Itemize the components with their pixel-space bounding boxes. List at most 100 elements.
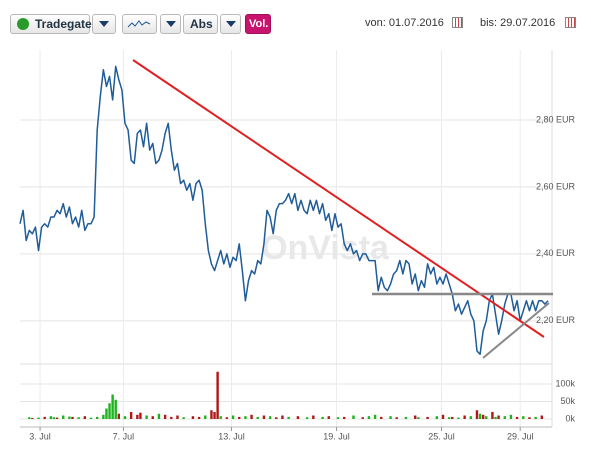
volume-bar <box>95 416 99 419</box>
volume-bar <box>478 413 482 419</box>
volume-bar <box>83 416 87 419</box>
volume-bar <box>163 414 167 419</box>
volume-bar <box>68 416 71 419</box>
volume-bar <box>281 415 284 419</box>
volume-bar <box>463 415 466 419</box>
date-to: bis: 29.07.2016 <box>480 17 556 29</box>
volume-bar <box>262 415 266 419</box>
calendar-icon[interactable] <box>565 17 576 28</box>
volume-bar <box>321 416 324 419</box>
volume-bar <box>296 416 300 419</box>
scale-label: Abs <box>190 17 213 31</box>
volume-bar <box>469 416 473 419</box>
x-tick-label: 19. Jul <box>323 431 350 441</box>
volume-bar <box>305 417 309 419</box>
volume-label: Vol. <box>249 18 269 30</box>
exchange-label: Tradegate <box>35 17 92 31</box>
y-tick-label: 50k <box>560 396 575 406</box>
volume-bar <box>528 417 531 419</box>
volume-bar <box>129 412 133 419</box>
exchange-select[interactable]: Tradegate <box>10 14 92 34</box>
volume-bar <box>111 394 114 419</box>
volume-bar <box>213 412 216 419</box>
scale-button[interactable]: Abs <box>183 14 218 34</box>
volume-bar <box>216 371 219 419</box>
chart-type-button[interactable] <box>122 14 157 34</box>
volume-bar <box>256 416 259 419</box>
volume-bar <box>509 414 513 419</box>
volume-bar <box>312 415 315 419</box>
volume-bar <box>108 403 111 419</box>
volume-bar <box>197 416 201 419</box>
volume-bar <box>31 417 34 419</box>
x-tick-label: 13. Jul <box>218 431 245 441</box>
volume-bar <box>244 416 247 419</box>
volume-bar <box>327 416 330 419</box>
volume-bar <box>102 414 105 419</box>
volume-bar <box>52 417 56 419</box>
x-tick-label: 29. Jul <box>507 431 534 441</box>
x-tick-label: 25. Jul <box>428 431 455 441</box>
y-tick-label: 100k <box>555 378 575 388</box>
volume-bar <box>389 416 392 419</box>
y-tick-label: 2,80 EUR <box>536 114 576 124</box>
volume-bar <box>515 416 519 419</box>
dropdown[interactable] <box>160 14 181 34</box>
volume-bar <box>426 416 429 419</box>
volume-bar <box>343 416 346 419</box>
volume-bar <box>139 412 142 419</box>
y-tick-label: 2,40 EUR <box>536 248 576 258</box>
y-tick-label: 0k <box>565 413 575 423</box>
volume-button[interactable]: Vol. <box>245 14 271 34</box>
volume-bar <box>114 399 117 419</box>
volume-bar <box>268 416 272 419</box>
date-from: von: 01.07.2016 <box>365 17 444 29</box>
price-line <box>19 65 549 356</box>
volume-bar <box>361 417 364 419</box>
volume-bar <box>475 410 479 419</box>
volume-bar <box>136 414 139 419</box>
calendar-icon[interactable] <box>452 17 463 28</box>
volume-bar <box>250 414 253 419</box>
volume-bar <box>352 415 355 419</box>
volume-bar <box>182 417 185 419</box>
volume-bar <box>77 417 80 419</box>
dropdown[interactable] <box>220 14 241 34</box>
volume-bar <box>534 416 537 419</box>
volume-bar <box>451 416 454 419</box>
dropdown[interactable] <box>92 14 116 34</box>
volume-bar <box>485 416 488 419</box>
volume-bar <box>210 410 213 419</box>
volume-bar <box>287 416 290 419</box>
line-icon <box>127 20 151 28</box>
volume-bar <box>49 416 53 419</box>
status-icon <box>17 18 29 30</box>
volume-bar <box>336 417 340 419</box>
volume-bar <box>503 416 506 419</box>
x-tick-label: 7. Jul <box>113 431 135 441</box>
volume-bar <box>414 415 417 419</box>
trend-line <box>482 302 550 359</box>
volume-bar <box>170 416 173 419</box>
volume-bar <box>105 408 108 419</box>
volume-bar <box>28 417 31 419</box>
volume-bar <box>219 416 222 419</box>
volume-bar <box>497 415 500 419</box>
volume-bar <box>145 415 148 419</box>
volume-bar <box>37 417 40 419</box>
volume-bar <box>380 416 383 419</box>
volume-bar <box>55 417 59 419</box>
volume-bar <box>491 412 494 419</box>
volume-bar <box>367 416 371 419</box>
volume-bar <box>62 415 65 419</box>
volume-bar <box>373 414 377 419</box>
volume-bar <box>117 413 121 419</box>
volume-bar <box>447 417 451 419</box>
volume-bar <box>275 417 278 419</box>
volume-bar <box>238 416 241 419</box>
x-tick-label: 3. Jul <box>29 431 51 441</box>
volume-bar <box>176 415 179 419</box>
volume-bar <box>404 416 408 419</box>
volume-bar <box>225 417 229 419</box>
